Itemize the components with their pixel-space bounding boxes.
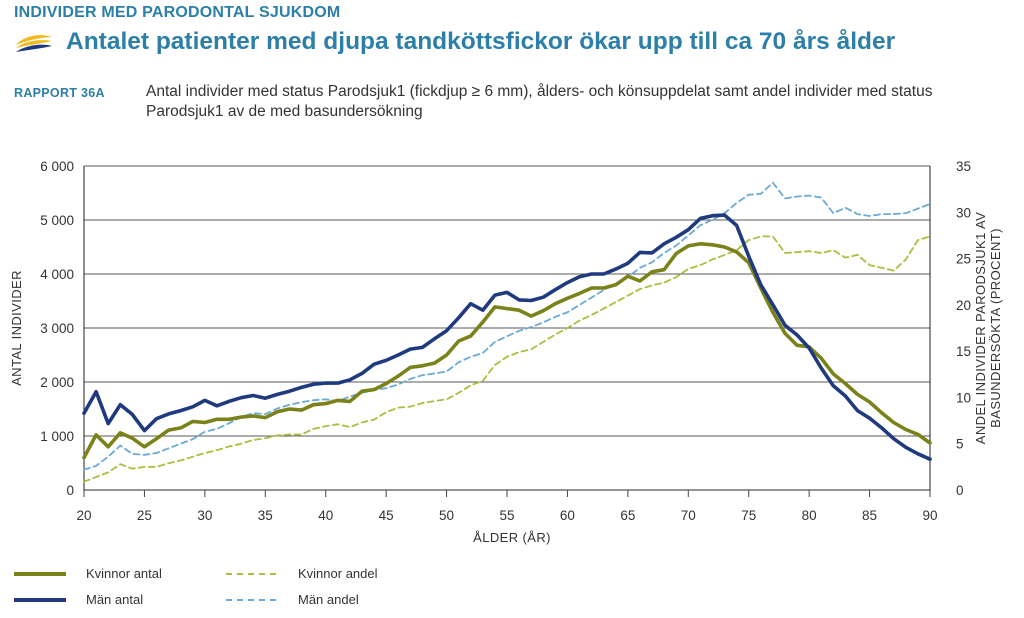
chart-description: Antal individer med status Parodsjuk1 (f…: [146, 83, 933, 120]
y2-tick-label: 35: [956, 159, 971, 174]
legend-item-kvinnor-andel: Kvinnor andel: [226, 566, 378, 581]
y2-tick-label: 5: [956, 437, 964, 452]
chart-legend: Kvinnor antal Män antal Kvinnor andel Mä…: [14, 562, 434, 618]
legend-label: Män antal: [86, 592, 144, 607]
y2-tick-label: 0: [956, 483, 964, 498]
supertitle: INDIVIDER MED PARODONTAL SJUKDOM: [14, 4, 341, 21]
y-tick-label: 2 000: [40, 375, 74, 390]
chart-grid: [84, 165, 930, 491]
legend-swatch: [14, 571, 66, 576]
y-tick-label: 3 000: [40, 321, 74, 336]
report-label: RAPPORT 36A: [14, 86, 105, 100]
x-tick-label: 20: [76, 508, 91, 523]
x-tick-label: 45: [379, 508, 394, 523]
x-tick-label: 90: [922, 508, 937, 523]
y2-axis-label-line1: ANDEL INDIVIDER PARODSJUK1 AV: [973, 212, 988, 444]
y2-axis-label-line2: BASUNDERSÖKTA (PROCENT): [988, 228, 1003, 428]
y2-tick-label: 15: [956, 344, 971, 359]
page-title: Antalet patienter med djupa tandköttsfic…: [66, 28, 896, 55]
legend-label: Män andel: [298, 592, 359, 607]
x-tick-label: 30: [197, 508, 212, 523]
y2-tick-label: 25: [956, 252, 971, 267]
chart-series: [82, 181, 932, 483]
series-line-man-antal: [82, 213, 932, 461]
x-tick-label: 55: [499, 508, 514, 523]
x-tick-label: 80: [802, 508, 817, 523]
legend-item-man-andel: Män andel: [226, 592, 359, 607]
brand-logo-icon: [16, 35, 52, 52]
legend-swatch: [226, 598, 278, 601]
legend-item-kvinnor-antal: Kvinnor antal: [14, 566, 162, 581]
legend-label: Kvinnor andel: [298, 566, 378, 581]
x-tick-label: 40: [318, 508, 333, 523]
y-tick-label: 6 000: [40, 159, 74, 174]
series-line-kvinnor-andel: [83, 235, 931, 483]
x-tick-label: 35: [258, 508, 273, 523]
legend-swatch: [14, 597, 66, 602]
series-line-kvinnor-antal: [82, 242, 932, 460]
y2-tick-label: 10: [956, 390, 971, 405]
x-tick-label: 70: [681, 508, 696, 523]
x-tick-label: 60: [560, 508, 575, 523]
chart-axes: [83, 166, 931, 497]
x-tick-label: 85: [862, 508, 877, 523]
y-tick-label: 5 000: [40, 213, 74, 228]
y2-tick-label: 20: [956, 298, 971, 313]
x-axis-label: ÅLDER (ÅR): [473, 530, 551, 545]
x-tick-label: 50: [439, 508, 454, 523]
legend-swatch: [226, 572, 278, 575]
y-tick-label: 1 000: [40, 429, 74, 444]
legend-item-man-antal: Män antal: [14, 592, 143, 607]
y-tick-label: 4 000: [40, 267, 74, 282]
y-axis-label: ANTAL INDIVIDER: [9, 270, 24, 386]
legend-label: Kvinnor antal: [86, 566, 162, 581]
x-tick-label: 75: [741, 508, 756, 523]
y2-tick-label: 30: [956, 205, 971, 220]
series-line-man-andel: [83, 181, 931, 471]
line-chart: 0 1 000 2 000 3 000 4 000 5 000 6 000 0 5 10 15 20 2…: [9, 159, 1003, 545]
x-tick-label: 65: [620, 508, 635, 523]
y-tick-label: 0: [66, 483, 74, 498]
chart-labels: 0 1 000 2 000 3 000 4 000 5 000 6 000 0 5 10 15 20 2…: [9, 159, 1003, 545]
x-tick-label: 25: [137, 508, 152, 523]
